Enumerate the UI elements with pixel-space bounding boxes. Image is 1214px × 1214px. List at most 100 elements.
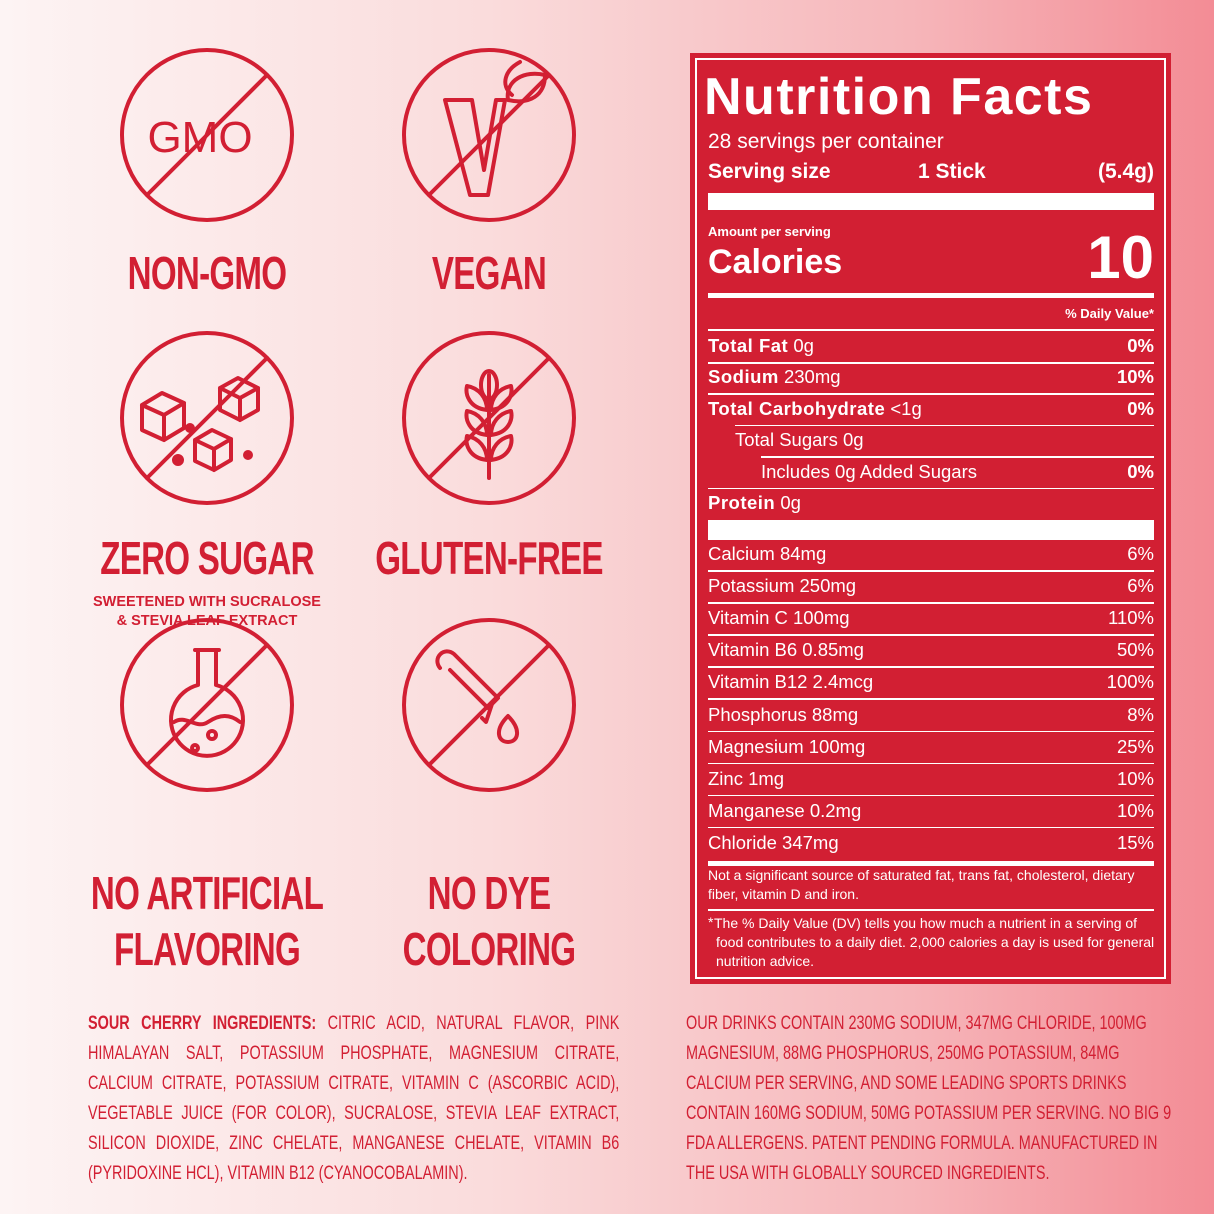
rule xyxy=(735,424,1154,427)
nutrition-facts: Nutrition Facts 28 servings per containe… xyxy=(690,53,1171,984)
icon-no-artificial xyxy=(120,618,294,792)
vitamin-dv: 100% xyxy=(1106,671,1154,693)
nf-servings: 28 servings per container xyxy=(708,130,944,153)
badge-label: GLUTEN-FREE xyxy=(375,532,603,584)
nf-amount-per-serving: Amount per serving xyxy=(708,224,831,239)
badge-note: SWEETENED WITH SUCRALOSE xyxy=(93,594,321,610)
vitamin-name: Calcium 84mg xyxy=(708,543,827,564)
nutrient-row: Includes 0g Added Sugars 0% xyxy=(761,457,1154,488)
vitamin-dv: 6% xyxy=(1127,575,1154,597)
badge-label: FLAVORING xyxy=(113,923,301,975)
nutrient-name: Protein xyxy=(708,492,776,513)
rule xyxy=(708,362,1154,364)
claims: OUR DRINKS CONTAIN 230MG SODIUM, 347MG C… xyxy=(686,1012,1172,1184)
nutrient-dv: 0% xyxy=(1127,460,1154,482)
nf-calories: 10 xyxy=(1087,224,1154,291)
rule xyxy=(761,456,1154,458)
rule xyxy=(708,393,1154,395)
nutrient-dv: 0% xyxy=(1127,335,1154,356)
rule xyxy=(708,602,1154,604)
vitamin-name: Phosphorus 88mg xyxy=(708,703,859,725)
vitamin-row: Chloride 347mg 15% xyxy=(708,828,1154,859)
vitamin-name: Magnesium 100mg xyxy=(708,735,866,757)
vitamin-dv: 110% xyxy=(1108,607,1154,629)
nf-dv-footnote: The % Daily Value (DV) tells you how muc… xyxy=(714,915,1155,969)
nutrient-amount: 0g xyxy=(780,492,801,513)
badge-label: ZERO SUGAR xyxy=(100,532,314,584)
rule xyxy=(708,634,1154,636)
nf-serving-size: 1 Stick xyxy=(918,160,986,183)
vitamin-row: Vitamin B6 0.85mg 50% xyxy=(708,635,1154,666)
nutrient-name: Total Carbohydrate xyxy=(708,397,886,419)
vitamin-dv: 25% xyxy=(1116,735,1154,757)
vitamin-row: Phosphorus 88mg 8% xyxy=(708,700,1154,731)
rule xyxy=(708,570,1154,572)
nutrient-dv: 0% xyxy=(1127,397,1154,419)
nutrient-dv: 10% xyxy=(1116,366,1154,388)
thick-rule xyxy=(708,520,1154,540)
nf-calories-label: Calories xyxy=(708,243,843,281)
badge-label: VEGAN xyxy=(431,247,547,299)
vitamin-name: Vitamin C 100mg xyxy=(708,607,850,629)
vitamin-dv: 50% xyxy=(1116,639,1154,661)
vitamin-dv: 10% xyxy=(1116,767,1154,789)
vitamin-row: Vitamin C 100mg 110% xyxy=(708,603,1154,634)
thick-rule xyxy=(708,193,1154,210)
rule xyxy=(708,329,1154,331)
medium-rule xyxy=(708,861,1154,866)
nutrient-amount: Includes 0g Added Sugars xyxy=(761,460,977,482)
icon-no-dye xyxy=(402,618,576,792)
rule xyxy=(708,909,1154,911)
nutrient-amount: Total Sugars 0g xyxy=(735,429,864,451)
rule xyxy=(708,730,1154,732)
rule xyxy=(708,794,1154,797)
rule xyxy=(708,666,1154,668)
vitamin-row: Potassium 250mg 6% xyxy=(708,571,1154,602)
nutrient-text: Total Fat 0g xyxy=(708,335,814,357)
nf-dv-mark: * xyxy=(708,914,714,930)
badge-note: & STEVIA LEAF EXTRACT xyxy=(116,613,298,629)
nutrient-row: Sodium 230mg 10% xyxy=(708,362,1154,393)
nutrient-amount: 0g xyxy=(793,335,814,356)
vitamin-row: Calcium 84mg 6% xyxy=(708,539,1154,570)
ingredients-text: CITRIC ACID, NATURAL FLAVOR, PINK HIMALA… xyxy=(88,1012,620,1184)
nutrient-amount: <1g xyxy=(890,397,922,419)
rule xyxy=(708,698,1154,700)
nutrient-row: Total Fat 0g 0% xyxy=(708,331,1154,362)
icon-text: GMO xyxy=(147,113,252,162)
nutrient-text: Total Sugars 0g xyxy=(735,429,864,451)
vitamin-row: Vitamin B12 2.4mcg 100% xyxy=(708,667,1154,698)
nutrient-text: Includes 0g Added Sugars xyxy=(761,461,977,483)
vitamin-dv: 10% xyxy=(1116,799,1154,821)
nutrient-row: Total Carbohydrate <1g 0% xyxy=(708,394,1154,425)
vitamin-dv: 15% xyxy=(1116,831,1154,853)
nutrient-text: Sodium 230mg xyxy=(708,366,841,388)
icon-vegan xyxy=(402,48,576,222)
nf-serving-weight: (5.4g) xyxy=(1097,160,1154,183)
ingredients-heading: SOUR CHERRY INGREDIENTS: xyxy=(88,1012,317,1034)
nutrient-name: Sodium xyxy=(708,366,779,388)
nf-serving-label: Serving size xyxy=(708,160,831,183)
medium-rule xyxy=(708,293,1154,298)
nutrient-amount: 230mg xyxy=(783,366,841,388)
rule xyxy=(708,487,1154,490)
vitamin-row: Manganese 0.2mg 10% xyxy=(708,796,1154,827)
icon-zero-sugar xyxy=(120,331,294,505)
nutrient-text: Protein 0g xyxy=(708,492,801,514)
nf-footnote: Not a significant source of saturated fa… xyxy=(708,867,1135,902)
vitamin-name: Vitamin B6 0.85mg xyxy=(708,639,864,661)
vitamin-name: Chloride 347mg xyxy=(708,831,839,853)
badge-label: COLORING xyxy=(402,923,576,975)
ingredients: SOUR CHERRY INGREDIENTS: CITRIC ACID, NA… xyxy=(88,1008,619,1188)
badge-label: NO ARTIFICIAL xyxy=(90,867,324,919)
vitamin-name: Potassium 250mg xyxy=(708,575,857,597)
nutrient-row: Protein 0g xyxy=(708,488,1154,519)
rule xyxy=(708,762,1154,765)
vitamin-row: Magnesium 100mg 25% xyxy=(708,732,1154,763)
nf-title: Nutrition Facts xyxy=(704,68,1094,126)
vitamin-dv: 6% xyxy=(1127,543,1154,564)
vitamin-name: Zinc 1mg xyxy=(708,767,785,789)
icons: GMO xyxy=(120,48,576,792)
badge-label: NO DYE xyxy=(427,867,551,919)
